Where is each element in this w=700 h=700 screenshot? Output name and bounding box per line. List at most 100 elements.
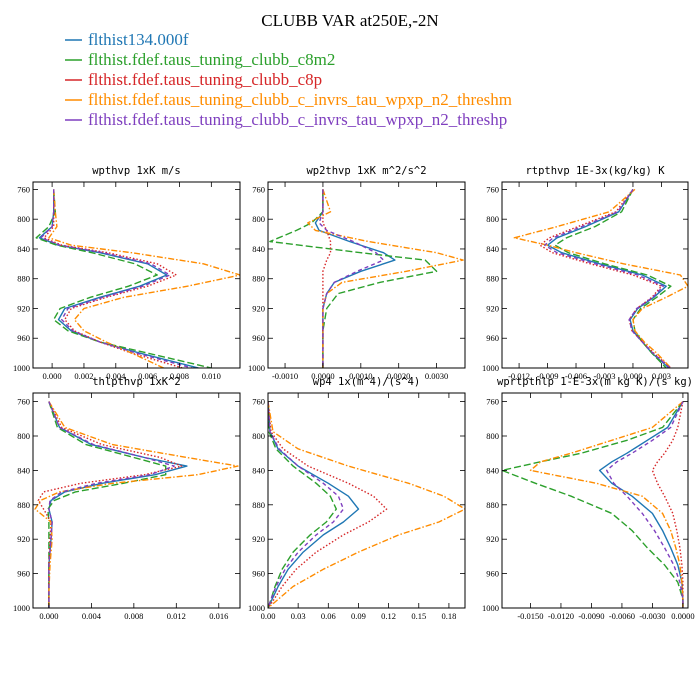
x-tick-label: 0.0020 [387, 371, 410, 381]
x-tick-label: 0.002 [74, 371, 93, 381]
series-line [322, 189, 332, 368]
y-tick-label: 1000 [13, 363, 30, 373]
series-line [269, 189, 438, 368]
panel: wpthvp 1xK m/s 760 800 840 880 920 960 1000 0.00… [13, 165, 241, 381]
x-tick-label: -0.012 [508, 371, 530, 381]
x-tick-label: 0.0010 [349, 371, 372, 381]
y-tick-label: 800 [486, 214, 499, 224]
y-tick-label: 920 [252, 534, 265, 544]
series-line [544, 189, 671, 368]
series-group [513, 188, 688, 368]
series-line [598, 401, 684, 608]
series-line [48, 401, 188, 608]
y-tick-label: 960 [252, 333, 265, 343]
y-tick-label: 760 [486, 397, 499, 407]
y-tick-label: 1000 [248, 363, 265, 373]
y-tick-label: 760 [252, 184, 265, 194]
series-line [268, 401, 337, 608]
series-line [38, 189, 199, 368]
legend-entry: flthist.fdef.taus_tuning_clubb_c_invrs_t… [65, 90, 512, 109]
x-tick-label: -0.0090 [578, 611, 604, 621]
y-tick-label: 880 [17, 500, 30, 510]
plot-frame [32, 181, 241, 369]
y-tick-label: 840 [486, 244, 499, 254]
y-tick-label: 1000 [248, 603, 265, 613]
x-tick-label: 0.15 [411, 611, 426, 621]
x-tick-label: 0.000 [39, 611, 58, 621]
panel: wp4 1x(m^4)/(s^4)76080084088092096010000… [248, 376, 466, 621]
y-tick-label: 840 [252, 244, 265, 254]
panel-title: wpthvp 1xK m/s [92, 165, 181, 177]
series-line [268, 401, 465, 608]
x-tick-label: -0.0010 [272, 371, 298, 381]
y-tick-label: 760 [486, 184, 499, 194]
y-tick-label: 760 [252, 397, 265, 407]
x-tick-label: 0.03 [291, 611, 306, 621]
panel-title: wprtpthlp 1-E-3x(m kg K)/(s kg) [497, 376, 693, 388]
x-tick-label: 0.000 [623, 371, 642, 381]
y-tick-label: 880 [486, 500, 499, 510]
y-tick-label: 920 [17, 534, 30, 544]
y-tick-label: 800 [17, 214, 30, 224]
y-tick-label: 840 [17, 465, 30, 475]
series-line [268, 401, 388, 608]
series-line [513, 188, 688, 368]
y-tick-label: 960 [252, 569, 265, 579]
plot-frame [267, 181, 466, 369]
series-group [269, 189, 464, 368]
series-group [502, 401, 684, 608]
y-tick-label: 880 [17, 274, 30, 284]
y-tick-label: 880 [486, 274, 499, 284]
legend-entry: flthist.fdef.taus_tuning_clubb_c8m2 [65, 50, 335, 69]
panel: thlpthvp 1xK^2 760 800 840 880 920 960 1000 0.00… [13, 376, 241, 621]
y-tick-label: 760 [17, 397, 30, 407]
legend-entry: flthist.fdef.taus_tuning_clubb_c8p [65, 70, 322, 89]
series-line [651, 401, 684, 608]
y-tick-label: 960 [486, 333, 499, 343]
x-tick-label: 0.06 [321, 611, 336, 621]
x-tick-label: 0.0000 [671, 611, 694, 621]
x-tick-label: 0.008 [124, 611, 143, 621]
x-tick-label: -0.009 [537, 371, 559, 381]
y-tick-label: 920 [252, 303, 265, 313]
y-tick-label: 800 [252, 431, 265, 441]
y-tick-label: 1000 [482, 603, 499, 613]
series-line [529, 401, 684, 608]
series-line [502, 401, 684, 608]
x-tick-label: 0.0030 [425, 371, 448, 381]
series-line [307, 189, 464, 368]
y-tick-label: 960 [17, 333, 30, 343]
legend-entry: flthist134.000f [65, 30, 189, 49]
series-line [35, 189, 212, 368]
panel-title: wp2thvp 1xK m^2/s^2 [306, 165, 426, 177]
series-line [268, 401, 345, 608]
y-tick-label: 920 [486, 303, 499, 313]
legend-label: flthist.fdef.taus_tuning_clubb_c_invrs_t… [88, 110, 507, 129]
figure-title: CLUBB VAR at250E,-2N [261, 11, 438, 30]
legend-entry: flthist.fdef.taus_tuning_clubb_c_invrs_t… [65, 110, 507, 129]
x-tick-label: 0.0000 [311, 371, 334, 381]
y-tick-label: 920 [486, 534, 499, 544]
x-tick-label: 0.003 [652, 371, 671, 381]
series-line [48, 189, 240, 368]
x-tick-label: -0.006 [565, 371, 587, 381]
x-tick-label: 0.012 [167, 611, 186, 621]
y-tick-label: 800 [252, 214, 265, 224]
series-group [34, 401, 239, 608]
plot-frame [267, 392, 466, 609]
series-line [40, 189, 193, 368]
series-line [606, 401, 684, 608]
series-line [314, 189, 396, 368]
y-tick-label: 840 [486, 465, 499, 475]
plot-frame [501, 181, 689, 369]
x-tick-label: -0.003 [594, 371, 616, 381]
series-line [318, 189, 385, 368]
panel-title: wp4 1x(m^4)/(s^4) [313, 376, 420, 388]
legend-label: flthist.fdef.taus_tuning_clubb_c8p [88, 70, 322, 89]
plot-frame [501, 392, 689, 609]
panel: wp2thvp 1xK m^2/s^2 760 800 840 880 920 960 100… [248, 165, 466, 381]
panels-grid: wpthvp 1xK m/s76080084088092096010000.00… [13, 165, 695, 621]
x-tick-label: 0.00 [261, 611, 276, 621]
x-tick-label: 0.016 [209, 611, 228, 621]
